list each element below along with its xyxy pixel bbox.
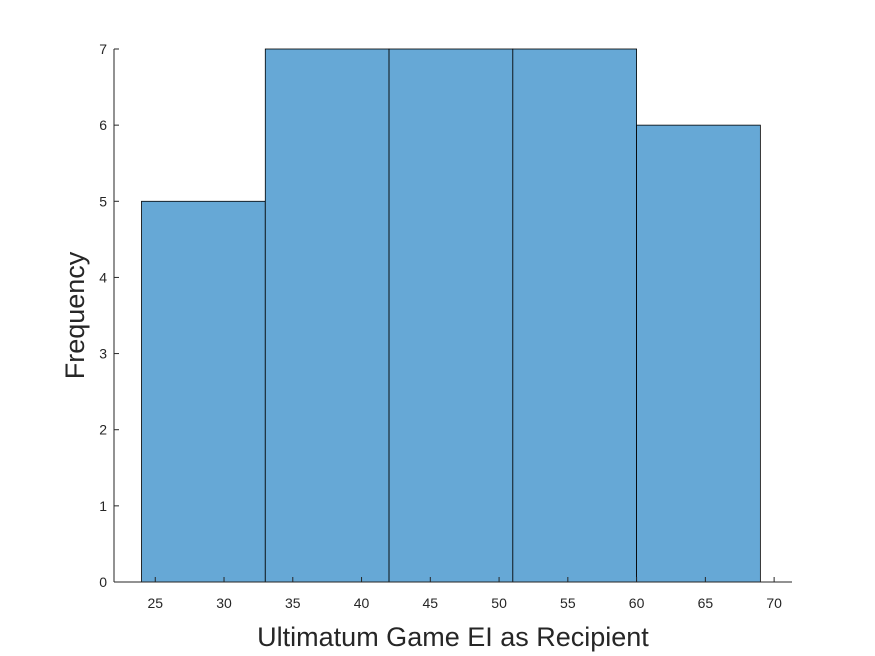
y-tick-label: 7 [99,41,107,57]
x-tick-label: 55 [560,595,576,611]
histogram-bar-3 [388,48,514,583]
histogram-bar-5 [636,124,761,583]
x-tick-label: 45 [423,595,439,611]
histogram-bar-1 [141,200,266,583]
x-axis-label: Ultimatum Game EI as Recipient [257,622,649,652]
x-tick-label: 60 [629,595,645,611]
y-tick-label: 6 [99,117,107,133]
x-tick-label: 25 [147,595,163,611]
y-tick-label: 2 [99,422,107,438]
y-tick-label: 5 [99,193,107,209]
histogram-bar-2 [264,48,390,583]
x-tick-label: 65 [698,595,714,611]
bars-group [141,48,761,583]
x-tick-label: 30 [216,595,232,611]
y-tick-label: 1 [99,498,107,514]
x-tick-label: 70 [766,595,782,611]
x-tick-label: 35 [285,595,301,611]
y-axis-label: Frequency [60,251,90,379]
x-tick-label: 50 [491,595,507,611]
x-ticks: 25 30 35 40 45 50 55 60 65 70 [147,577,782,611]
y-tick-label: 3 [99,346,107,362]
y-tick-label: 4 [99,269,107,285]
x-tick-label: 40 [354,595,370,611]
y-ticks: 0 1 2 3 4 5 6 7 [99,41,119,590]
histogram-bar-4 [512,48,637,583]
y-tick-label: 0 [99,574,107,590]
